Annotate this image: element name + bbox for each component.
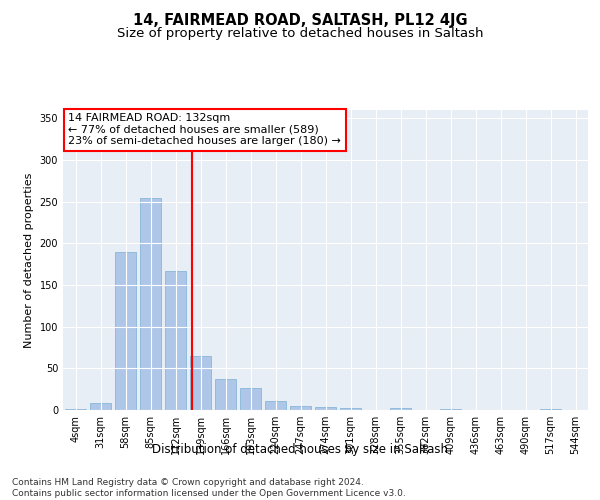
Bar: [115, 252, 136, 410]
Bar: [440, 409, 461, 410]
Bar: [190, 356, 211, 410]
Bar: [240, 388, 261, 410]
Text: 14 FAIRMEAD ROAD: 132sqm
← 77% of detached houses are smaller (589)
23% of semi-: 14 FAIRMEAD ROAD: 132sqm ← 77% of detach…: [68, 113, 341, 146]
Bar: [290, 406, 311, 410]
Bar: [165, 271, 186, 410]
Bar: [390, 408, 411, 410]
Bar: [90, 404, 111, 410]
Bar: [215, 379, 236, 410]
Bar: [65, 409, 86, 410]
Bar: [340, 408, 361, 410]
Bar: [540, 409, 561, 410]
Y-axis label: Number of detached properties: Number of detached properties: [24, 172, 34, 348]
Text: Size of property relative to detached houses in Saltash: Size of property relative to detached ho…: [117, 28, 483, 40]
Bar: [140, 198, 161, 410]
Bar: [265, 401, 286, 410]
Text: 14, FAIRMEAD ROAD, SALTASH, PL12 4JG: 14, FAIRMEAD ROAD, SALTASH, PL12 4JG: [133, 12, 467, 28]
Text: Contains HM Land Registry data © Crown copyright and database right 2024.
Contai: Contains HM Land Registry data © Crown c…: [12, 478, 406, 498]
Bar: [315, 406, 336, 410]
Text: Distribution of detached houses by size in Saltash: Distribution of detached houses by size …: [152, 442, 448, 456]
